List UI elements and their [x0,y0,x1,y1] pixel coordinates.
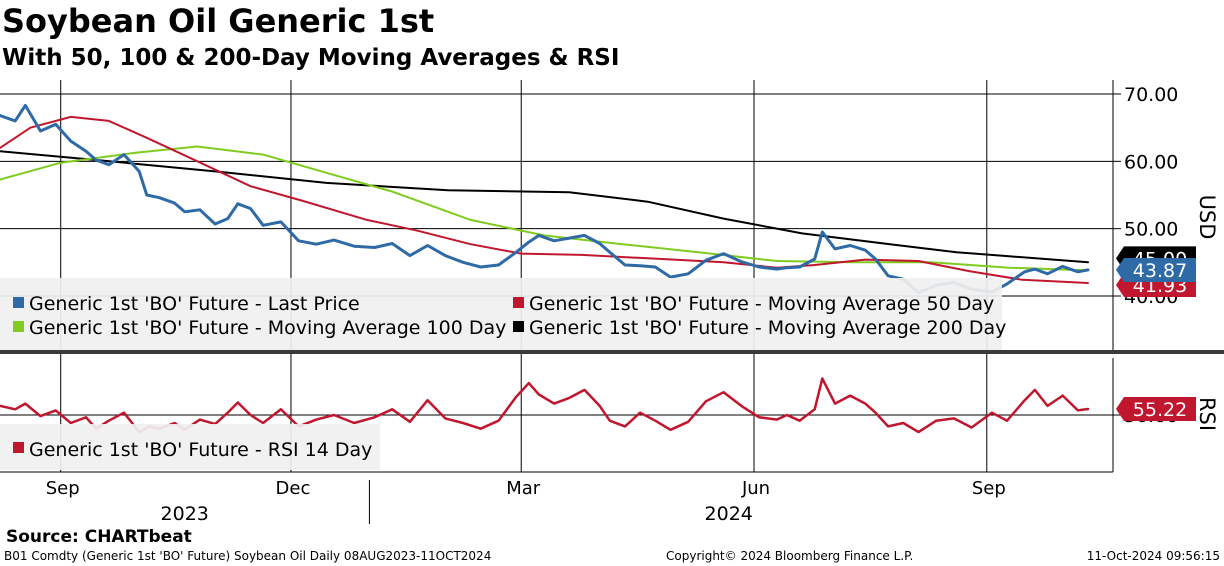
source-note: Source: CHARTbeat [6,527,192,547]
ma50-line [0,115,1089,284]
x-tick-label: Jun [741,478,770,499]
x-year-label: 2024 [705,503,753,525]
legend-swatch [513,321,524,332]
price-tick-label: 70.00 [1124,84,1178,106]
footer-description: B01 Comdty (Generic 1st 'BO' Future) Soy… [4,549,492,563]
rsi-legend-bg [0,424,380,470]
rsi-last-tag-bg [1116,397,1196,422]
legend-label: Generic 1st 'BO' Future - RSI 14 Day [29,439,372,461]
rsi-last-tag-text: 55.22 [1133,399,1187,421]
legend-swatch [13,321,24,332]
legend-label: Generic 1st 'BO' Future - Moving Average… [29,317,506,339]
x-tick-label: Sep [972,478,1006,499]
rsi-axis-title: RSI [1195,397,1219,431]
legend-label: Generic 1st 'BO' Future - Moving Average… [529,293,994,315]
legend-swatch [513,297,524,308]
price-legend: Generic 1st 'BO' Future - Last Price Gene… [0,278,1006,350]
ma100-line [0,145,1089,272]
footer-copyright: Copyright© 2024 Bloomberg Finance L.P. [666,549,914,563]
price-tick-label: 50.00 [1124,219,1178,241]
last-price-tag-text: 43.87 [1133,260,1187,282]
legend-swatch [13,297,24,308]
last-price-tag-bg [1116,257,1196,282]
price-axis-title: USD [1195,195,1219,240]
panel-separator [0,350,1224,354]
x-year-label: 2023 [161,503,209,525]
x-tick-label: Mar [506,478,541,499]
ma200-line [0,150,1089,264]
legend-label: Generic 1st 'BO' Future - Last Price [29,293,360,315]
price-tick-label: 60.00 [1124,151,1178,173]
footer-timestamp: 11-Oct-2024 09:56:15 [1086,549,1220,563]
price-legend-bg [0,278,1002,350]
rsi-legend: Generic 1st 'BO' Future - RSI 14 Day [0,424,380,470]
legend-label: Generic 1st 'BO' Future - Moving Average… [529,317,1006,339]
chart-title: Soybean Oil Generic 1st [2,2,435,40]
x-tick-label: Sep [46,478,80,499]
legend-swatch [13,442,24,453]
x-tick-label: Dec [276,478,311,499]
last-price-tag: 43.87 [1116,257,1196,282]
chart-subtitle: With 50, 100 & 200-Day Moving Averages &… [2,45,620,71]
rsi-last-tag: 55.22 [1116,397,1196,422]
